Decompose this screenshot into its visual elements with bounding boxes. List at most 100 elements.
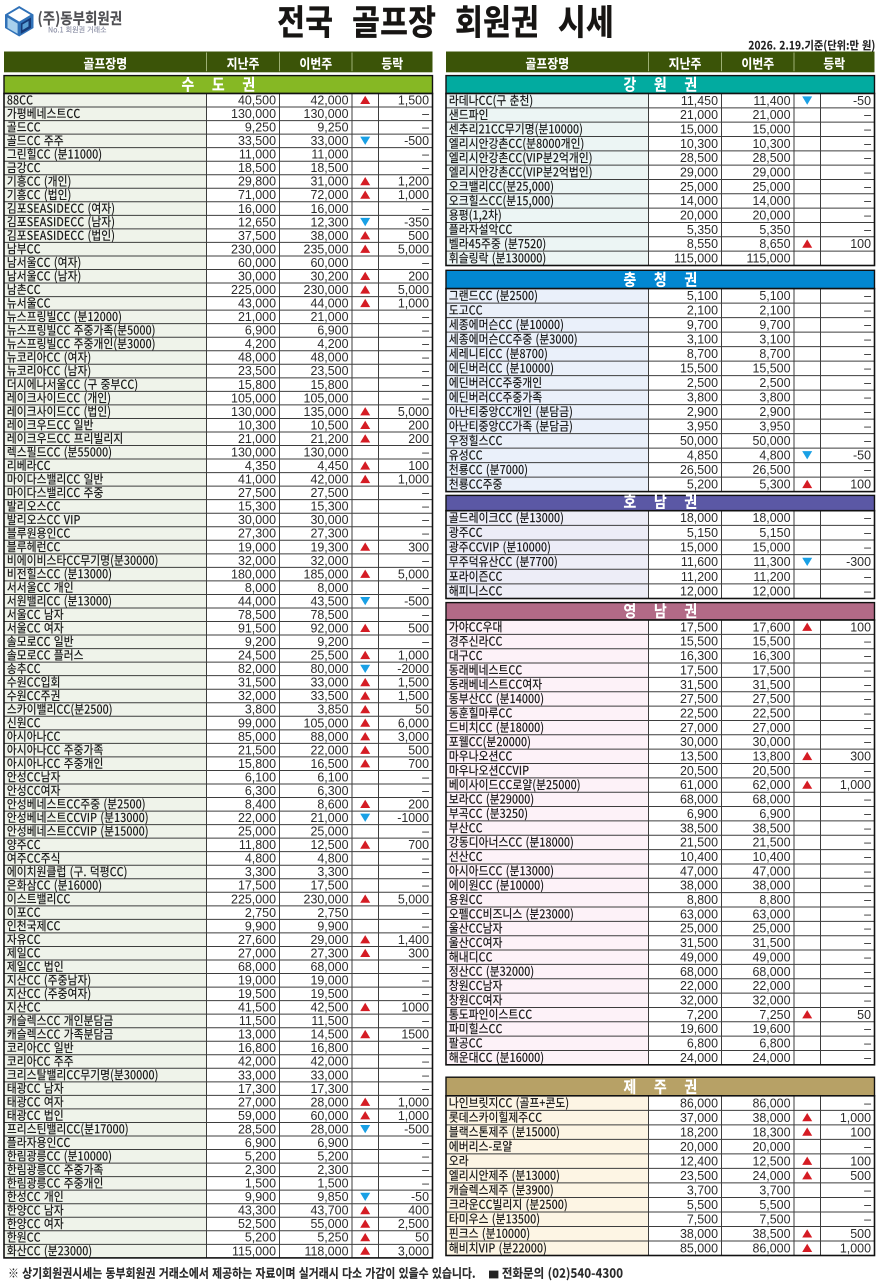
- svg-text:–: –: [864, 850, 871, 864]
- svg-text:10,400: 10,400: [752, 850, 790, 864]
- svg-text:27,500: 27,500: [752, 692, 790, 706]
- svg-text:92,000: 92,000: [310, 622, 348, 636]
- svg-text:5,000: 5,000: [398, 283, 429, 297]
- svg-text:50,000: 50,000: [680, 434, 718, 448]
- svg-text:3,700: 3,700: [759, 1183, 790, 1197]
- svg-text:59,000: 59,000: [238, 1109, 276, 1123]
- svg-text:300: 300: [408, 540, 429, 554]
- svg-text:27,500: 27,500: [680, 692, 718, 706]
- svg-text:200: 200: [408, 432, 429, 446]
- svg-text:–: –: [864, 721, 871, 735]
- svg-text:82,000: 82,000: [238, 662, 276, 676]
- svg-text:27,300: 27,300: [310, 527, 348, 541]
- svg-text:130,000: 130,000: [231, 446, 276, 460]
- svg-text:1,500: 1,500: [398, 94, 429, 108]
- svg-text:–: –: [422, 554, 429, 568]
- svg-text:27,000: 27,000: [680, 721, 718, 735]
- svg-text:6,900: 6,900: [687, 807, 718, 821]
- svg-text:55,000: 55,000: [310, 1217, 348, 1231]
- svg-text:24,500: 24,500: [238, 649, 276, 663]
- svg-text:21,500: 21,500: [752, 836, 790, 850]
- svg-text:27,000: 27,000: [238, 946, 276, 960]
- svg-text:42,000: 42,000: [238, 1055, 276, 1069]
- svg-text:44,000: 44,000: [238, 594, 276, 608]
- svg-text:9,900: 9,900: [317, 919, 348, 933]
- svg-text:6,300: 6,300: [245, 784, 276, 798]
- svg-text:6,800: 6,800: [687, 1037, 718, 1051]
- svg-text:200: 200: [408, 418, 429, 432]
- svg-text:17,500: 17,500: [680, 663, 718, 677]
- svg-text:30,200: 30,200: [310, 270, 348, 284]
- svg-text:15,500: 15,500: [680, 362, 718, 376]
- svg-text:–: –: [864, 793, 871, 807]
- svg-text:43,500: 43,500: [310, 594, 348, 608]
- svg-text:-300: -300: [846, 555, 871, 569]
- svg-text:5,000: 5,000: [398, 405, 429, 419]
- svg-text:63,000: 63,000: [680, 907, 718, 921]
- svg-text:–: –: [864, 807, 871, 821]
- svg-text:78,500: 78,500: [310, 608, 348, 622]
- svg-text:50,000: 50,000: [752, 434, 790, 448]
- svg-text:48,000: 48,000: [310, 351, 348, 365]
- svg-text:–: –: [864, 836, 871, 850]
- svg-text:28,500: 28,500: [680, 151, 718, 165]
- svg-text:38,500: 38,500: [752, 1227, 790, 1241]
- svg-text:85,000: 85,000: [238, 730, 276, 744]
- svg-text:48,000: 48,000: [238, 351, 276, 365]
- svg-text:21,000: 21,000: [238, 310, 276, 324]
- svg-text:10,300: 10,300: [680, 137, 718, 151]
- svg-text:28,000: 28,000: [310, 1122, 348, 1136]
- svg-text:30,000: 30,000: [238, 513, 276, 527]
- svg-text:1,500: 1,500: [398, 689, 429, 703]
- svg-text:-350: -350: [404, 215, 429, 229]
- svg-text:15,800: 15,800: [238, 378, 276, 392]
- svg-text:1,000: 1,000: [398, 1109, 429, 1123]
- svg-text:31,500: 31,500: [752, 936, 790, 950]
- svg-text:–: –: [422, 974, 429, 988]
- svg-text:–: –: [422, 852, 429, 866]
- svg-text:50: 50: [857, 1008, 871, 1022]
- svg-text:4,350: 4,350: [245, 459, 276, 473]
- svg-text:4,850: 4,850: [687, 449, 718, 463]
- svg-text:43,700: 43,700: [310, 1204, 348, 1218]
- svg-text:–: –: [422, 256, 429, 270]
- svg-text:230,000: 230,000: [304, 283, 349, 297]
- svg-text:–: –: [864, 362, 871, 376]
- svg-text:1,000: 1,000: [398, 649, 429, 663]
- svg-text:–: –: [422, 865, 429, 879]
- svg-text:5,000: 5,000: [398, 892, 429, 906]
- svg-text:24,000: 24,000: [752, 1169, 790, 1183]
- svg-text:31,500: 31,500: [238, 676, 276, 690]
- svg-text:9,200: 9,200: [317, 635, 348, 649]
- svg-text:7,200: 7,200: [687, 1008, 718, 1022]
- svg-text:27,000: 27,000: [752, 721, 790, 735]
- svg-text:11,600: 11,600: [681, 555, 718, 569]
- svg-text:49,000: 49,000: [752, 950, 790, 964]
- svg-text:3,800: 3,800: [759, 391, 790, 405]
- svg-text:3,300: 3,300: [317, 865, 348, 879]
- svg-text:17,500: 17,500: [238, 879, 276, 893]
- svg-text:–: –: [864, 735, 871, 749]
- svg-text:5,100: 5,100: [759, 289, 790, 303]
- svg-text:60,000: 60,000: [238, 256, 276, 270]
- svg-text:500: 500: [408, 622, 429, 636]
- svg-text:6,100: 6,100: [245, 770, 276, 784]
- svg-text:10,500: 10,500: [310, 418, 348, 432]
- svg-text:1000: 1000: [401, 1001, 429, 1015]
- svg-text:2,500: 2,500: [759, 376, 790, 390]
- svg-text:12,500: 12,500: [310, 838, 348, 852]
- svg-text:115,000: 115,000: [674, 252, 718, 266]
- svg-text:1,400: 1,400: [398, 933, 429, 947]
- svg-text:3,100: 3,100: [687, 333, 718, 347]
- svg-text:500: 500: [408, 229, 429, 243]
- svg-text:–: –: [864, 965, 871, 979]
- svg-text:17,300: 17,300: [310, 1082, 348, 1096]
- svg-text:24,000: 24,000: [752, 1051, 790, 1065]
- svg-text:15,000: 15,000: [752, 541, 790, 555]
- svg-text:21,000: 21,000: [680, 108, 718, 122]
- svg-text:–: –: [864, 151, 871, 165]
- svg-text:5,200: 5,200: [245, 1150, 276, 1164]
- svg-text:3,000: 3,000: [398, 1244, 429, 1258]
- svg-text:22,500: 22,500: [680, 707, 718, 721]
- svg-text:-50: -50: [853, 449, 871, 463]
